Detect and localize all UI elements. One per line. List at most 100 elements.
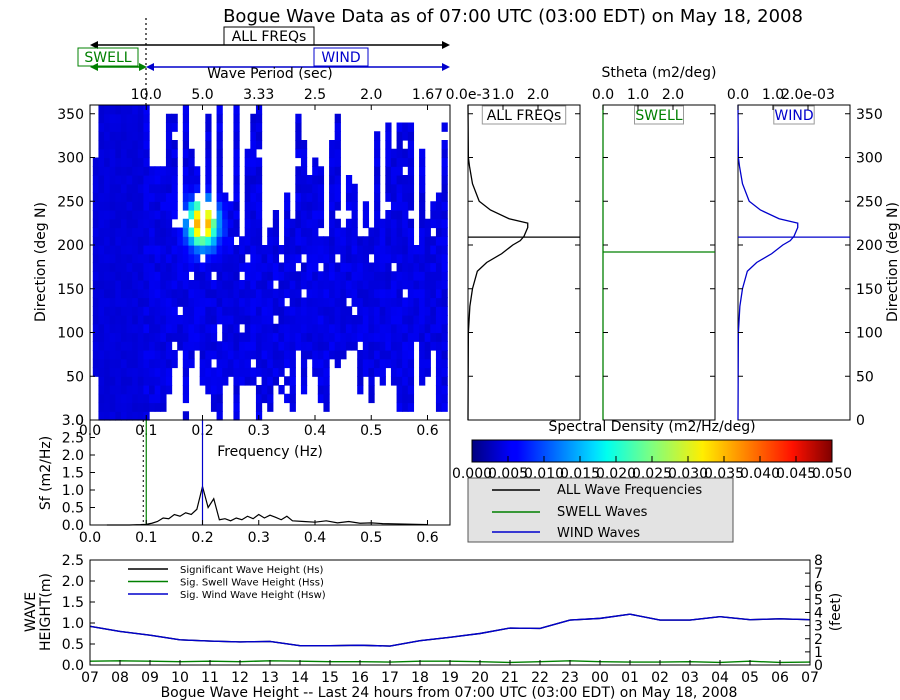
heatmap-cell: [194, 201, 201, 211]
heatmap-cell: [177, 323, 184, 334]
wave-height-series-line: [89, 613, 811, 647]
heatmap-cell: [98, 411, 105, 421]
heatmap-cell: [419, 157, 426, 167]
heatmap-cell: [396, 262, 403, 272]
heatmap-cell: [402, 315, 409, 325]
heatmap-cell: [323, 236, 330, 246]
heatmap-cell: [165, 280, 173, 290]
legend-swell-label: SWELL Waves: [557, 505, 648, 520]
heatmap-cell: [222, 341, 229, 351]
heatmap-cell: [149, 393, 156, 404]
heatmap-cell: [244, 315, 251, 325]
heatmap-cell: [306, 227, 313, 237]
heatmap-cell: [109, 350, 116, 360]
heatmap-cell: [188, 306, 195, 316]
heatmap-cell: [345, 323, 353, 334]
heatmap-cell: [295, 253, 302, 264]
heatmap-cell: [300, 157, 308, 167]
heatmap-cell: [143, 323, 150, 334]
heatmap-cell: [171, 210, 178, 220]
heatmap-cell: [137, 306, 145, 316]
heatmap-cell: [177, 262, 184, 272]
heatmap-cell: [441, 140, 448, 150]
heatmap-cell: [312, 332, 319, 342]
heatmap-cell: [216, 393, 223, 404]
heatmap-cell: [430, 218, 437, 229]
heatmap-cell: [216, 253, 223, 264]
heatmap-cell: [419, 367, 426, 377]
colorbar-tick-label: 0.045: [776, 466, 816, 482]
wave-height-x-tick-label: 14: [291, 670, 309, 686]
heatmap-cell: [171, 236, 178, 246]
heatmap-cell: [441, 288, 448, 299]
heatmap-cell: [295, 288, 302, 299]
heatmap-cell: [250, 210, 257, 220]
heatmap-cell: [374, 140, 381, 150]
heatmap-cell: [267, 385, 274, 395]
heatmap-cell: [98, 166, 105, 176]
heatmap-cell: [430, 210, 437, 220]
wave-height-y2-tick-label: 3: [814, 619, 823, 635]
heatmap-cell: [261, 385, 268, 395]
heatmap-cell: [177, 332, 184, 342]
heatmap-cell: [120, 376, 128, 386]
heatmap-cell: [323, 332, 330, 342]
heatmap-cell: [132, 148, 139, 159]
heatmap-cell: [205, 183, 212, 194]
heatmap-cell: [165, 341, 173, 351]
heatmap-cell: [120, 192, 128, 202]
heatmap-cell: [441, 306, 448, 316]
heatmap-cell: [160, 262, 167, 272]
wave-height-y2-tick-label: 7: [814, 566, 823, 582]
heatmap-cell: [222, 367, 229, 377]
heatmap-cell: [115, 297, 122, 307]
heatmap-cell: [402, 350, 409, 360]
heatmap-cell: [239, 245, 246, 255]
heatmap-cell: [143, 122, 150, 132]
heatmap-cell: [165, 131, 173, 141]
heatmap-cell: [424, 218, 431, 229]
heatmap-cell: [109, 245, 116, 255]
heatmap-cell: [379, 227, 386, 237]
heatmap-cell: [160, 367, 167, 377]
heatmap-cell: [402, 253, 409, 264]
heatmap-cell: [149, 166, 156, 176]
heatmap-cell: [402, 271, 409, 281]
heatmap-cell: [194, 280, 201, 290]
heatmap-cell: [255, 113, 263, 124]
heatmap-cell: [222, 323, 229, 334]
heatmap-cell: [244, 262, 251, 272]
heatmap-cell: [407, 315, 415, 325]
wave-height-x-tick-label: 17: [381, 670, 399, 686]
heatmap-cell: [227, 341, 235, 351]
heatmap-cell: [109, 271, 116, 281]
heatmap-cell: [317, 236, 325, 246]
heatmap-cell: [205, 385, 212, 395]
heatmap-cell: [250, 131, 257, 141]
heatmap-cell: [255, 262, 263, 272]
heatmap-cell: [92, 350, 100, 360]
wave-height-legend-label: Sig. Wind Wave Height (Hsw): [180, 590, 326, 601]
heatmap-cell: [390, 192, 398, 202]
heatmap-cell: [126, 175, 133, 185]
heatmap-cell: [255, 280, 263, 290]
heatmap-cell: [284, 245, 291, 255]
heatmap-cell: [300, 315, 308, 325]
heatmap-cell: [419, 315, 426, 325]
heatmap-cell: [120, 332, 128, 342]
heatmap-cell: [390, 183, 398, 194]
heatmap-cell: [244, 297, 251, 307]
heatmap-cell: [92, 297, 100, 307]
heatmap-cell: [104, 271, 111, 281]
heatmap-cell: [165, 253, 173, 264]
heatmap-cell: [120, 262, 128, 272]
heatmap-cell: [289, 262, 296, 272]
heatmap-cell: [419, 376, 426, 386]
heatmap-cell: [250, 262, 257, 272]
heatmap-cell: [92, 201, 100, 211]
heatmap-cell: [374, 183, 381, 194]
heatmap-cell: [435, 385, 443, 395]
heatmap-cell: [295, 218, 302, 229]
heatmap-cell: [255, 227, 263, 237]
heatmap-cell: [368, 288, 375, 299]
